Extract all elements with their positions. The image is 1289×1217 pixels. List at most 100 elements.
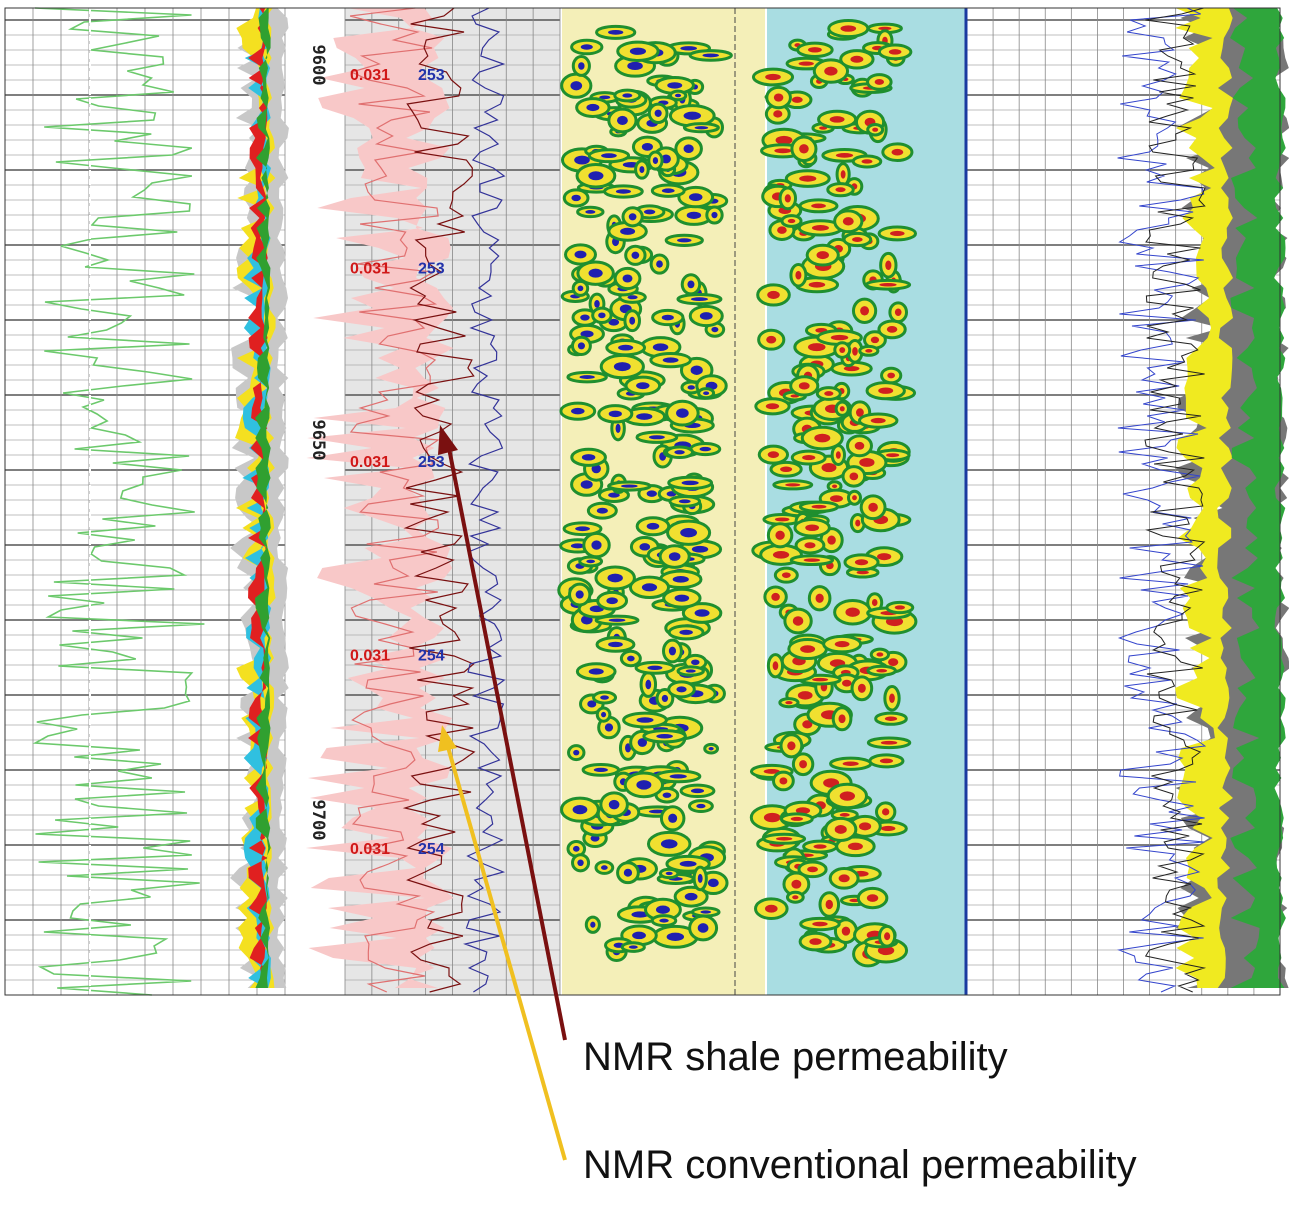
image-blob (702, 53, 719, 57)
image-blob (767, 291, 780, 299)
image-blob (791, 880, 801, 889)
image-blob (858, 684, 866, 693)
image-blob (689, 193, 703, 201)
image-blob (793, 616, 804, 626)
image-blob (676, 408, 689, 417)
image-blob (655, 110, 662, 117)
image-blob (765, 905, 778, 913)
image-blob (852, 495, 857, 500)
image-blob (799, 760, 807, 768)
image-blob (780, 467, 792, 473)
image-blob (787, 741, 795, 750)
image-blob (629, 213, 637, 220)
image-blob (798, 691, 813, 699)
image-blob (822, 463, 837, 472)
image-blob (614, 362, 631, 371)
image-blob (656, 906, 670, 914)
image-blob (868, 503, 878, 512)
image-blob (632, 932, 646, 940)
image-blob (886, 453, 899, 457)
image-blob (656, 260, 663, 267)
image-blob (885, 260, 891, 269)
image-blob (892, 149, 904, 156)
image-blob (799, 382, 810, 389)
image-blob (590, 922, 595, 928)
image-blob (617, 116, 628, 125)
image-blob (889, 49, 902, 54)
conventional-perm-label: 0.031 (350, 648, 390, 665)
image-blob (609, 411, 622, 418)
image-blob (608, 642, 623, 647)
image-blob (691, 365, 703, 374)
image-blob (649, 435, 665, 439)
image-blob (832, 484, 837, 488)
image-blob (826, 900, 833, 909)
image-blob (647, 490, 657, 496)
image-blob (835, 641, 850, 647)
image-blob (882, 808, 889, 815)
image-blob (676, 686, 686, 692)
image-blob (850, 56, 863, 63)
image-blob (578, 286, 584, 292)
image-blob (571, 195, 580, 201)
image-blob (830, 495, 843, 502)
image-blob (809, 282, 826, 288)
depth-label: 9650 (308, 420, 328, 461)
image-blob (629, 945, 638, 948)
image-blob (575, 526, 590, 531)
image-blob (684, 144, 694, 153)
image-blob (667, 82, 682, 88)
image-blob (687, 212, 701, 219)
image-blob (631, 252, 639, 259)
image-blob (766, 336, 776, 344)
image-blob (877, 553, 891, 560)
image-blob (608, 30, 623, 35)
image-blob (852, 347, 858, 356)
image-blob (686, 669, 696, 672)
conventional-perm-label: 0.031 (350, 261, 390, 278)
image-blob (616, 189, 631, 193)
image-blob (839, 347, 845, 353)
image-blob (679, 630, 693, 635)
image-blob (887, 373, 895, 379)
image-blob (800, 645, 815, 653)
image-blob (663, 792, 672, 797)
conventional-perm-label: 0.031 (350, 454, 390, 471)
image-blob (687, 281, 694, 289)
shale-perm-label: 253 (418, 454, 445, 471)
image-blob (875, 79, 884, 85)
image-blob (679, 499, 691, 503)
image-blob (642, 583, 657, 591)
image-blob (774, 148, 791, 153)
image-blob (807, 866, 818, 872)
image-blob (839, 714, 846, 723)
image-blob (771, 593, 780, 601)
image-blob (817, 251, 829, 259)
image-blob (859, 458, 874, 467)
image-blob (661, 839, 678, 848)
image-blob (570, 81, 582, 90)
image-blob (691, 659, 699, 665)
image-blob (852, 237, 863, 242)
image-blob (666, 872, 673, 875)
image-blob (691, 297, 708, 301)
image-blob (711, 212, 717, 218)
image-blob (695, 609, 710, 616)
image-blob (799, 144, 809, 153)
image-blob (573, 750, 579, 756)
image-blob (890, 231, 905, 236)
image-blob (696, 804, 705, 808)
image-blob (623, 274, 633, 282)
image-blob (812, 922, 827, 927)
image-blob (711, 327, 718, 332)
image-blob (799, 61, 814, 65)
image-blob (792, 895, 798, 899)
image-blob (799, 175, 816, 181)
image-blob (579, 375, 594, 379)
image-blob (857, 571, 869, 575)
image-blob (645, 680, 651, 690)
image-blob (695, 126, 709, 129)
image-blob (659, 919, 668, 923)
image-blob (808, 343, 826, 351)
image-blob (586, 104, 599, 111)
